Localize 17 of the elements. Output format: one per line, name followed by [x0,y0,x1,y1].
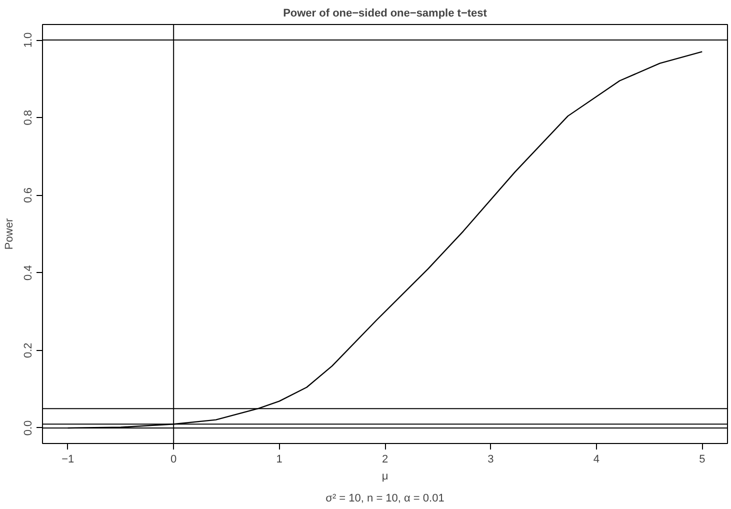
y-axis-title: Power [4,218,16,250]
y-tick-label: 0.6 [22,188,34,203]
text: σ² = 10, n = 10, α = 0.01 [326,492,444,504]
x-tick-label: 4 [593,454,600,466]
x-axis-title: μ [382,470,388,482]
x-tick-label: 1 [276,454,282,466]
x-tick-label: 0 [170,454,177,466]
y-tick-label: 0.8 [22,110,34,126]
x-tick-label: −1 [62,454,74,466]
x-tick-label: 2 [382,454,388,466]
y-tick-label: 1.0 [22,32,34,48]
y-tick-label: 0.2 [22,342,34,358]
y-tick-label: 0.0 [22,420,34,436]
x-tick-label: 3 [488,454,494,466]
chart-title: Power of one−sided one−sample t−test [283,8,488,20]
x-tick-label: 5 [699,454,706,466]
y-tick-label: 0.4 [22,265,34,280]
